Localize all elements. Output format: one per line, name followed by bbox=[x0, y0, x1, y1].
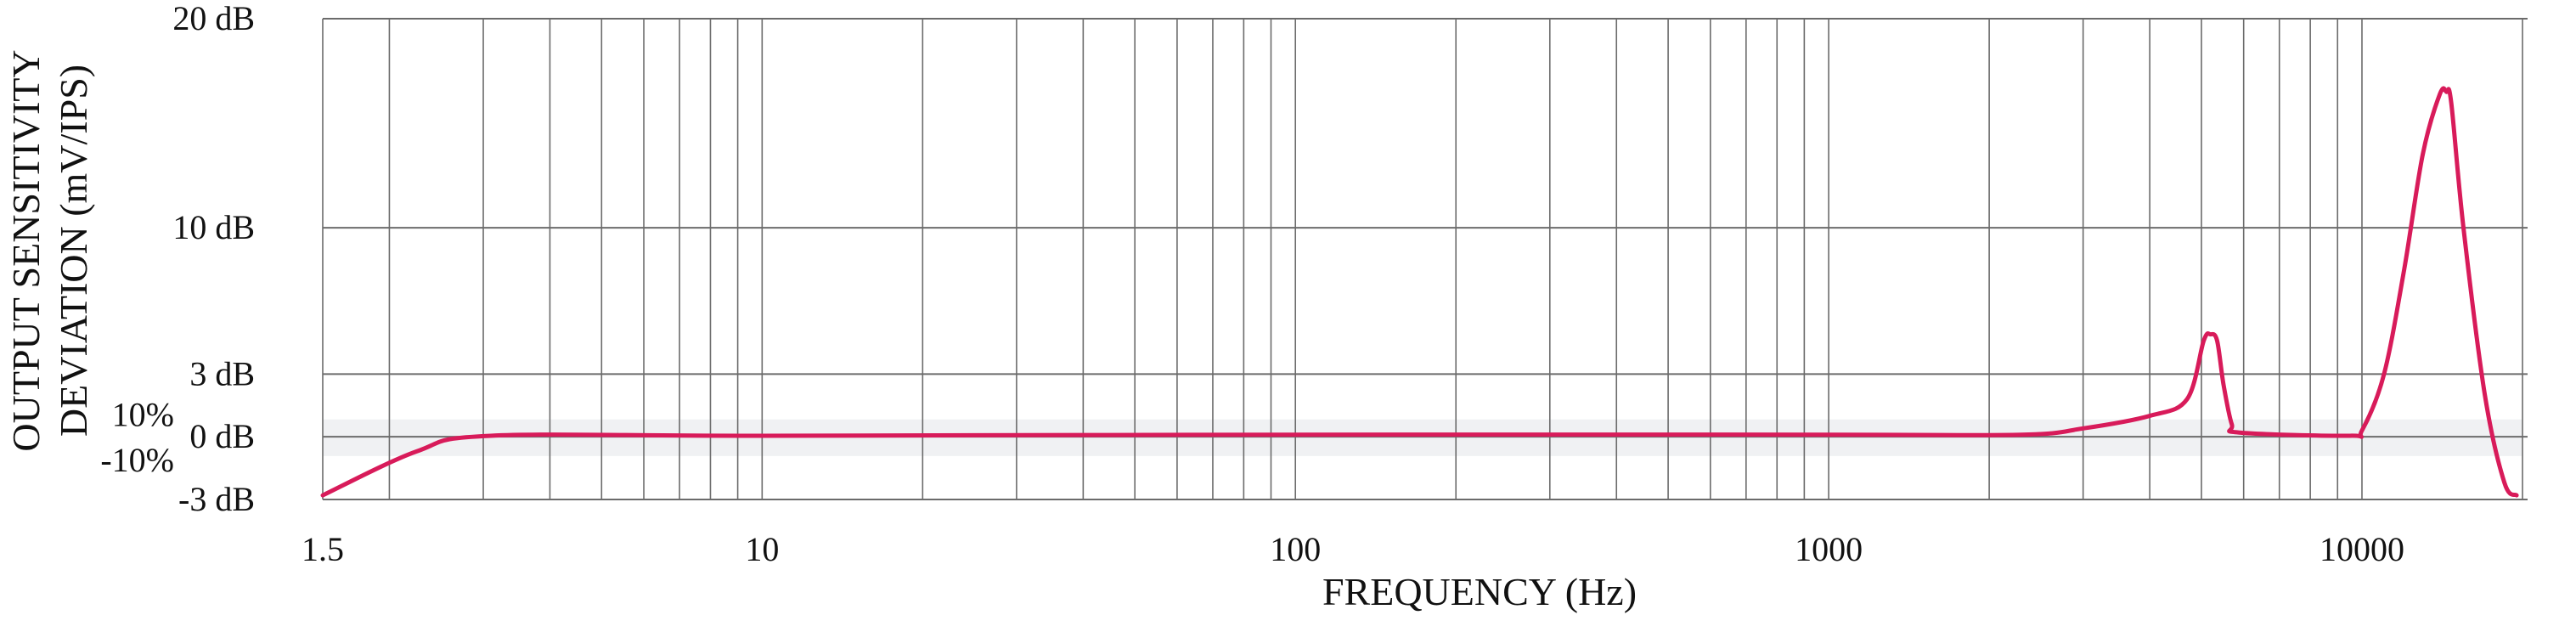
y-tick-label: 10 dB bbox=[172, 208, 255, 246]
tolerance-band-layer bbox=[323, 419, 2522, 456]
y-tick-label: 3 dB bbox=[189, 354, 255, 392]
x-tick-labels: 1.5 10 100 1000 10000 bbox=[302, 530, 2404, 568]
x-axis-title: FREQUENCY (Hz) bbox=[1322, 570, 1637, 613]
x-tick-label: 10000 bbox=[2320, 530, 2404, 568]
y-axis-title-line-1: OUTPUT SENSITIVITY bbox=[4, 49, 48, 451]
y-tick-label: -3 dB bbox=[178, 480, 255, 518]
y-tick-label-percent: -10% bbox=[100, 441, 174, 479]
x-tick-label: 10 bbox=[745, 530, 779, 568]
x-tick-label: 100 bbox=[1270, 530, 1321, 568]
x-tick-label: 1.5 bbox=[302, 530, 344, 568]
y-axis-title: OUTPUT SENSITIVITY DEVIATION (mV/IPS) bbox=[4, 49, 95, 451]
y-axis-title-line-2: DEVIATION (mV/IPS) bbox=[52, 65, 95, 437]
y-tick-label: 0 dB bbox=[189, 417, 255, 455]
y-tick-label: 20 dB bbox=[172, 0, 255, 37]
tolerance-band bbox=[323, 419, 2522, 456]
series-layer bbox=[320, 86, 2519, 498]
y-tick-labels: 20 dB 10 dB 3 dB 10% 0 dB -10%-3 dB bbox=[100, 0, 255, 518]
y-tick-label-percent: 10% bbox=[112, 396, 174, 434]
response-curve bbox=[320, 86, 2519, 498]
x-tick-label: 1000 bbox=[1795, 530, 1863, 568]
